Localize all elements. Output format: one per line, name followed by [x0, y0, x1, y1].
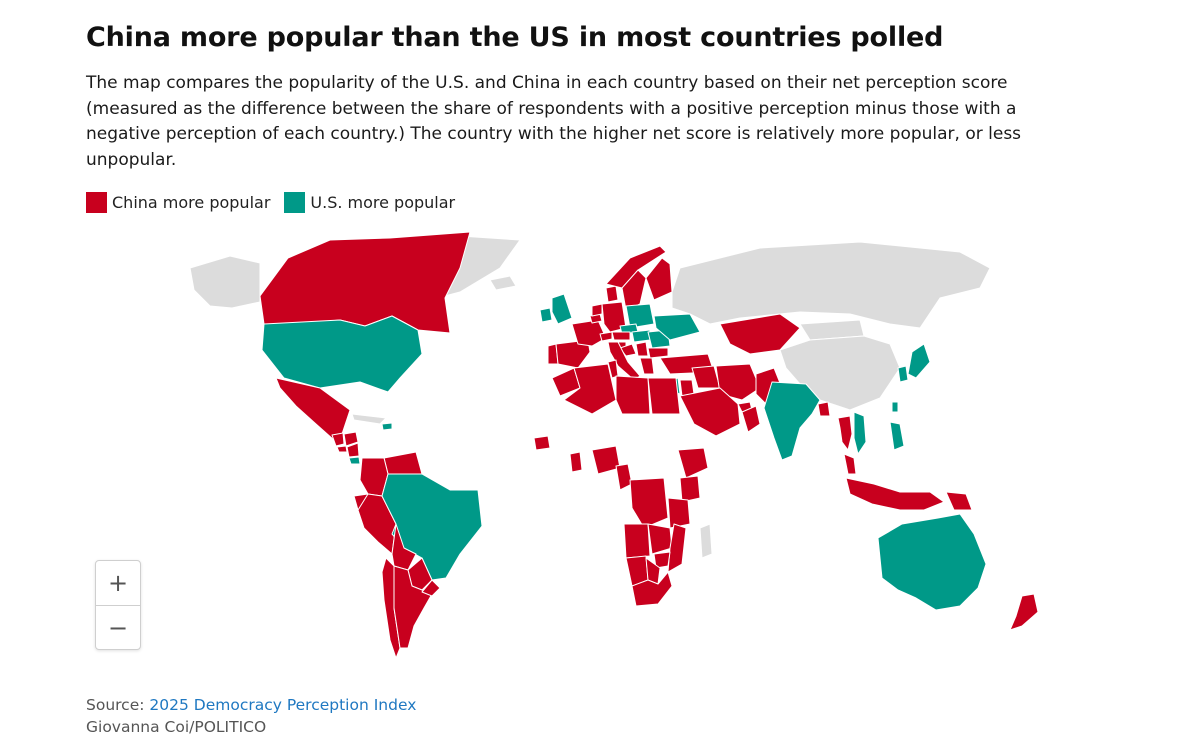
legend-label-china: China more popular — [112, 193, 271, 212]
country-thailand[interactable] — [837, 415, 853, 451]
country-south-africa[interactable] — [631, 571, 673, 607]
legend-swatch-china — [86, 192, 107, 213]
country-mozambique[interactable] — [667, 523, 687, 573]
country-angola[interactable] — [623, 523, 651, 559]
country-zambia[interactable] — [647, 523, 673, 555]
legend-label-us: U.S. more popular — [310, 193, 456, 212]
country-madagascar[interactable] — [699, 523, 713, 559]
country-nigeria[interactable] — [591, 445, 621, 475]
country-bangladesh[interactable] — [817, 401, 831, 417]
country-canada[interactable] — [259, 231, 471, 334]
country-new-zealand[interactable] — [1009, 593, 1039, 631]
country-guatemala[interactable] — [331, 432, 345, 447]
country-oman[interactable] — [741, 405, 761, 433]
country-iceland[interactable] — [489, 275, 517, 291]
chart-subtitle: The map compares the popularity of the U… — [86, 73, 1022, 170]
country-malaysia[interactable] — [843, 453, 857, 475]
country-uruguay[interactable] — [421, 579, 441, 597]
country-cameroon[interactable] — [615, 463, 633, 491]
country-hungary[interactable] — [631, 329, 651, 343]
country-japan[interactable] — [907, 343, 931, 379]
country-sweden[interactable] — [621, 269, 647, 311]
country-germany[interactable] — [601, 301, 627, 333]
country-ghana[interactable] — [569, 451, 583, 473]
country-south-korea[interactable] — [897, 365, 909, 383]
country-switzerland[interactable] — [599, 331, 613, 342]
legend-swatch-us — [284, 192, 306, 213]
country-france[interactable] — [571, 319, 607, 347]
country-libya[interactable] — [615, 375, 651, 415]
country-austria[interactable] — [611, 331, 631, 341]
country-nicaragua[interactable] — [346, 442, 360, 458]
country-senegal[interactable] — [533, 435, 551, 451]
country-vietnam[interactable] — [853, 411, 867, 455]
country-mexico[interactable] — [275, 377, 351, 441]
country-saudi-arabia[interactable] — [679, 387, 741, 437]
source-line: Source: 2025 Democracy Perception Index — [86, 694, 416, 716]
country-finland[interactable] — [645, 257, 673, 301]
country-australia[interactable] — [877, 513, 987, 611]
source-link[interactable]: 2025 Democracy Perception Index — [149, 696, 417, 714]
world-map[interactable] — [160, 228, 1090, 668]
world-map-svg[interactable] — [160, 228, 1090, 668]
country-zimbabwe[interactable] — [653, 551, 671, 569]
chart-title: China more popular than the US in most c… — [86, 22, 944, 53]
country-bulgaria[interactable] — [647, 347, 669, 359]
country-serbia[interactable] — [635, 341, 649, 357]
zoom-control: + − — [95, 560, 141, 650]
country-iraq[interactable] — [691, 365, 721, 389]
country-india[interactable] — [763, 381, 821, 461]
country-poland[interactable] — [625, 303, 655, 329]
legend-item-us: U.S. more popular — [284, 192, 455, 213]
country-democratic-republic-of-the-congo[interactable] — [629, 477, 669, 529]
country-ukraine[interactable] — [653, 313, 701, 341]
country-papua-new-guinea[interactable] — [945, 491, 973, 511]
zoom-out-button[interactable]: − — [96, 605, 140, 649]
country-egypt[interactable] — [647, 377, 681, 415]
source-prefix: Source: — [86, 696, 150, 714]
country-costa-rica[interactable] — [348, 456, 361, 465]
country-indonesia[interactable] — [845, 477, 945, 511]
country-russia[interactable] — [671, 241, 991, 329]
credit-line: Giovanna Coi/POLITICO — [86, 718, 267, 736]
legend: China more popular U.S. more popular — [86, 192, 469, 213]
country-tanzania[interactable] — [667, 497, 691, 529]
country-cuba[interactable] — [351, 413, 387, 425]
country-argentina[interactable] — [393, 565, 433, 649]
country-denmark[interactable] — [605, 285, 619, 303]
country-greece[interactable] — [639, 357, 655, 375]
country-united-states[interactable] — [261, 315, 423, 393]
country-taiwan[interactable] — [891, 401, 899, 413]
country-el-salvador[interactable] — [336, 445, 348, 453]
country-alaska[interactable] — [189, 255, 261, 309]
country-honduras[interactable] — [343, 431, 359, 447]
country-kenya[interactable] — [679, 475, 701, 503]
zoom-in-button[interactable]: + — [107, 569, 129, 597]
country-dominican-republic[interactable] — [381, 422, 393, 431]
country-ireland[interactable] — [539, 307, 553, 323]
country-philippines[interactable] — [889, 421, 905, 451]
country-united-kingdom[interactable] — [551, 293, 573, 325]
country-ethiopia[interactable] — [677, 447, 709, 479]
country-netherlands[interactable] — [591, 303, 603, 317]
legend-item-china: China more popular — [86, 192, 270, 213]
